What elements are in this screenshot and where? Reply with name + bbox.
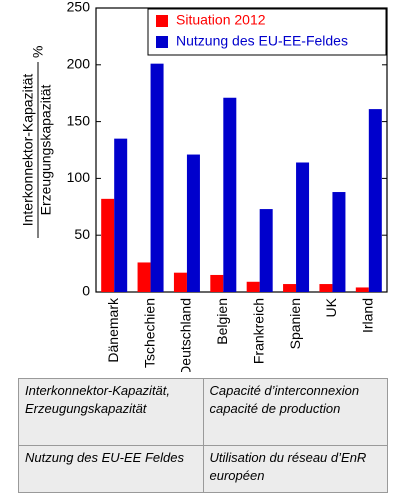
bar — [319, 284, 333, 292]
bar — [259, 209, 273, 292]
table-cell: Capacité d’interconnexion capacité de pr… — [202, 378, 388, 446]
table-cell: Nutzung des EU-EE Feldes — [18, 445, 204, 493]
table-cell: Utilisation du réseau d’EnR européen — [202, 445, 388, 493]
y-tick-label: 0 — [82, 283, 90, 299]
legend-swatch — [156, 15, 168, 27]
y-tick-label: 50 — [74, 226, 90, 242]
bar — [173, 272, 187, 292]
bar — [210, 274, 224, 292]
bar — [223, 97, 237, 292]
bar — [137, 262, 151, 292]
bar — [246, 281, 260, 292]
glossary-table: Interkonnektor-Kapazität, Erzeugungskapa… — [18, 378, 388, 493]
legend-box — [147, 8, 387, 56]
y-tick-label: 250 — [67, 0, 91, 15]
x-tick-label: Irland — [360, 298, 376, 333]
x-tick-label: Frankreich — [250, 298, 266, 364]
y-label-unit: % — [30, 46, 46, 58]
bar — [101, 198, 115, 292]
legend-label: Nutzung des EU-EE-Feldes — [176, 33, 348, 49]
y-axis-label: Interkonnektor-Kapazität Erzeugungskapaz… — [20, 46, 54, 238]
bar — [368, 109, 382, 292]
bar — [332, 192, 346, 292]
y-tick-label: 150 — [67, 112, 91, 128]
bar — [150, 63, 164, 292]
y-tick-label: 200 — [67, 56, 91, 72]
x-tick-label: Belgien — [214, 298, 230, 345]
bar — [283, 284, 297, 292]
legend-label: Situation 2012 — [176, 12, 266, 28]
x-tick-label: Tschechien — [141, 298, 157, 368]
bar — [355, 287, 369, 292]
chart: Interkonnektor-Kapazität Erzeugungskapaz… — [20, 0, 388, 376]
x-tick-label: Dänemark — [105, 297, 121, 363]
table-cell: Interkonnektor-Kapazität, Erzeugungskapa… — [18, 378, 204, 446]
table-row: Interkonnektor-Kapazität, Erzeugungskapa… — [18, 378, 388, 446]
table-row: Nutzung des EU-EE Feldes Utilisation du r… — [18, 445, 388, 493]
y-label-numerator: Interkonnektor-Kapazität — [20, 74, 36, 227]
plot-frame — [95, 7, 388, 293]
x-tick-label: Spanien — [287, 298, 303, 349]
legend: Situation 2012 Nutzung des EU-EE-Feldes — [147, 8, 387, 56]
bar — [186, 154, 200, 292]
x-tick-label: Deutschland — [178, 298, 194, 372]
y-tick-label: 100 — [67, 169, 91, 185]
bar — [114, 138, 128, 292]
x-tick-label: UK — [323, 297, 339, 317]
legend-swatch — [156, 36, 168, 48]
y-label-denominator: Erzeugungskapazität — [38, 85, 54, 216]
bar — [296, 162, 310, 292]
